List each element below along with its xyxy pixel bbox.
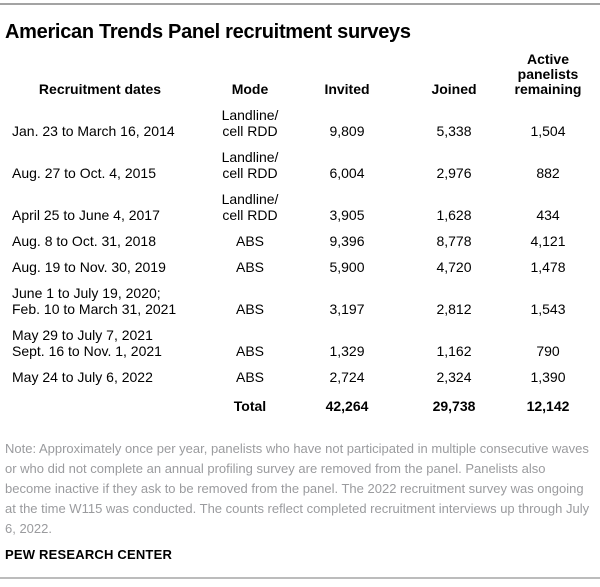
cell-mode: ABS [235, 233, 264, 249]
cell-joined: 2,812 [436, 301, 472, 317]
bottom-divider [0, 577, 600, 579]
cell-dates: May 29 to July 7, 2021 Sept. 16 to Nov. … [12, 327, 162, 359]
cell-dates: May 24 to July 6, 2022 [12, 369, 153, 385]
cell-mode: ABS [235, 343, 264, 359]
cell-total-joined: 29,738 [432, 398, 476, 414]
cell-dates: Aug. 19 to Nov. 30, 2019 [12, 259, 166, 275]
cell-invited: 3,197 [329, 301, 365, 317]
col-header-invited: Invited [324, 81, 370, 97]
cell-dates: Jan. 23 to March 16, 2014 [12, 123, 175, 139]
table-row: Aug. 19 to Nov. 30, 2019 ABS 5,900 4,720… [0, 249, 600, 275]
cell-dates: Aug. 27 to Oct. 4, 2015 [12, 165, 156, 181]
cell-mode: Landline/ cell RDD [221, 149, 279, 181]
cell-joined: 4,720 [436, 259, 472, 275]
source-label: PEW RESEARCH CENTER [5, 547, 173, 562]
cell-invited: 5,900 [329, 259, 365, 275]
cell-invited: 3,905 [329, 207, 365, 223]
pew-figure: American Trends Panel recruitment survey… [0, 3, 600, 587]
cell-joined: 5,338 [436, 123, 472, 139]
col-header-joined: Joined [431, 81, 477, 97]
table-row: May 24 to July 6, 2022 ABS 2,724 2,324 1… [0, 359, 600, 385]
total-row: Total 42,264 29,738 12,142 [0, 385, 600, 414]
cell-invited: 9,396 [329, 233, 365, 249]
cell-invited: 2,724 [329, 369, 365, 385]
cell-total-label: Total [233, 398, 267, 414]
cell-joined: 1,162 [436, 343, 472, 359]
col-header-active-panelists-remaining: Active panelists remaining [514, 51, 582, 97]
table-row: Aug. 27 to Oct. 4, 2015 Landline/ cell R… [0, 139, 600, 181]
header-row: Recruitment dates Mode Invited Joined Ac… [0, 43, 600, 97]
cell-remaining: 790 [536, 343, 560, 359]
cell-invited: 9,809 [329, 123, 365, 139]
cell-mode: ABS [235, 259, 264, 275]
cell-remaining: 4,121 [530, 233, 566, 249]
cell-dates: June 1 to July 19, 2020; Feb. 10 to Marc… [12, 285, 177, 317]
cell-dates-empty [0, 385, 218, 414]
cell-invited: 1,329 [329, 343, 365, 359]
cell-total-invited: 42,264 [325, 398, 369, 414]
table-row: Jan. 23 to March 16, 2014 Landline/ cell… [0, 97, 600, 139]
cell-remaining: 882 [536, 165, 560, 181]
cell-mode: Landline/ cell RDD [221, 107, 279, 139]
cell-joined: 8,778 [436, 233, 472, 249]
cell-remaining: 1,390 [530, 369, 566, 385]
col-header-recruitment-dates: Recruitment dates [38, 81, 162, 97]
table-row: June 1 to July 19, 2020; Feb. 10 to Marc… [0, 275, 600, 317]
recruitment-surveys-table: Recruitment dates Mode Invited Joined Ac… [0, 43, 600, 415]
table-row: May 29 to July 7, 2021 Sept. 16 to Nov. … [0, 317, 600, 359]
cell-mode: ABS [235, 369, 264, 385]
cell-joined: 2,976 [436, 165, 472, 181]
cell-invited: 6,004 [329, 165, 365, 181]
cell-remaining: 1,478 [530, 259, 566, 275]
top-divider [0, 3, 600, 5]
col-header-mode: Mode [231, 81, 269, 97]
cell-remaining: 434 [536, 207, 560, 223]
cell-total-remaining: 12,142 [526, 398, 570, 414]
cell-dates: Aug. 8 to Oct. 31, 2018 [12, 233, 156, 249]
cell-joined: 1,628 [436, 207, 472, 223]
cell-remaining: 1,543 [530, 301, 566, 317]
cell-dates: April 25 to June 4, 2017 [12, 207, 160, 223]
cell-remaining: 1,504 [530, 123, 566, 139]
figure-title: American Trends Panel recruitment survey… [5, 21, 411, 43]
note-text: Note: Approximately once per year, panel… [5, 441, 590, 536]
table-row: April 25 to June 4, 2017 Landline/ cell … [0, 181, 600, 223]
cell-joined: 2,324 [436, 369, 472, 385]
cell-mode: ABS [235, 301, 264, 317]
table-row: Aug. 8 to Oct. 31, 2018 ABS 9,396 8,778 … [0, 223, 600, 249]
cell-mode: Landline/ cell RDD [221, 191, 279, 223]
